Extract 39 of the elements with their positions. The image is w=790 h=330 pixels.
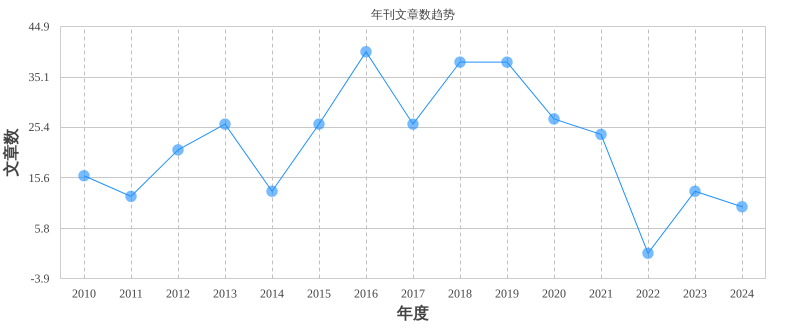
point xyxy=(501,56,513,68)
x-tick-label: 2014 xyxy=(260,286,284,300)
point xyxy=(736,200,748,213)
point xyxy=(360,46,372,58)
point xyxy=(219,118,231,130)
x-tick-label: 2020 xyxy=(542,286,566,300)
x-tick-label: 2024 xyxy=(730,286,754,300)
y-tick-label: 5.8 xyxy=(34,221,50,236)
chart-title: 年刊文章数趋势 xyxy=(371,8,455,22)
x-tick-label: 2021 xyxy=(589,286,613,300)
y-tick-label: 25.4 xyxy=(28,120,50,134)
point xyxy=(454,56,466,68)
x-tick-label: 2017 xyxy=(401,286,425,300)
y-tick-label: 15.6 xyxy=(28,170,50,185)
x-tick-label: 2019 xyxy=(495,286,519,300)
y-tick-label: -3.9 xyxy=(30,272,50,286)
point xyxy=(313,118,325,130)
point xyxy=(595,128,607,140)
x-tick-label: 2018 xyxy=(448,286,472,300)
point xyxy=(125,190,137,202)
point xyxy=(642,247,654,260)
y-tick-label: 35.1 xyxy=(28,70,50,84)
y-tick-label: 44.9 xyxy=(28,20,50,34)
point xyxy=(172,144,184,156)
x-axis-title: 年度 xyxy=(396,304,429,322)
x-tick-label: 2022 xyxy=(636,286,660,300)
x-tick-label: 2023 xyxy=(683,286,707,300)
x-tick-label: 2015 xyxy=(307,286,331,300)
x-tick-label: 2010 xyxy=(72,286,96,300)
x-tick-label: 2013 xyxy=(213,286,237,300)
point xyxy=(407,118,419,130)
point xyxy=(548,112,560,125)
point xyxy=(78,170,90,182)
point xyxy=(266,185,278,198)
point xyxy=(689,185,701,198)
x-tick-label: 2016 xyxy=(354,286,378,300)
x-tick-label: 2011 xyxy=(119,286,143,300)
x-tick-label: 2012 xyxy=(166,286,190,300)
y-axis-title: 文章数 xyxy=(2,128,20,178)
